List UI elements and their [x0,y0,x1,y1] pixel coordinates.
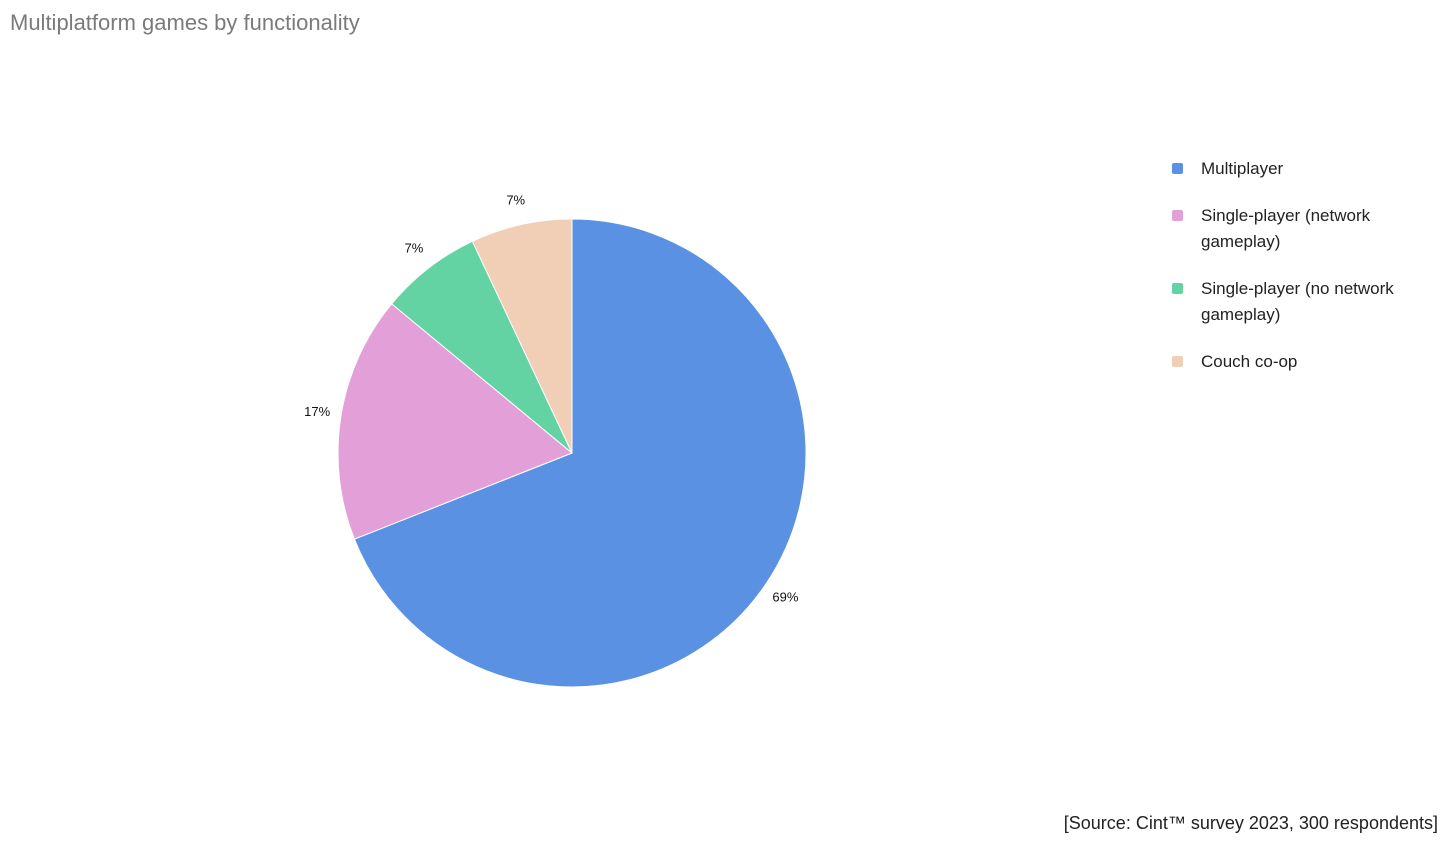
legend-swatch [1172,210,1183,221]
legend-item: Single-player (network gameplay) [1172,203,1431,255]
legend-label: Single-player (no network gameplay) [1201,279,1394,324]
legend-label: Couch co-op [1201,352,1298,371]
legend-swatch [1172,163,1183,174]
legend-label: Single-player (network gameplay) [1201,206,1371,251]
data-label: 7% [404,241,423,256]
pie-slice [337,303,573,540]
legend: Multiplayer Single-player (network gamepl… [1172,156,1432,396]
chart: 69% 17% 7% 7% [304,193,807,688]
legend-item: Multiplayer [1172,156,1431,182]
legend-swatch [1172,356,1183,367]
legend-label: Multiplayer [1201,159,1284,178]
legend-swatch [1172,283,1183,294]
chart-title: Multiplatform games by functionality [10,10,360,35]
source-note: [Source: Cint™ survey 2023, 300 responde… [1063,813,1438,833]
data-label: 7% [506,193,525,208]
legend-item: Single-player (no network gameplay) [1172,276,1431,328]
pie-slice [390,240,573,454]
data-label: 69% [772,589,798,604]
pie-slice [353,218,807,688]
data-label: 17% [304,404,330,419]
legend-item: Couch co-op [1172,349,1431,375]
pie-slice [471,218,573,454]
